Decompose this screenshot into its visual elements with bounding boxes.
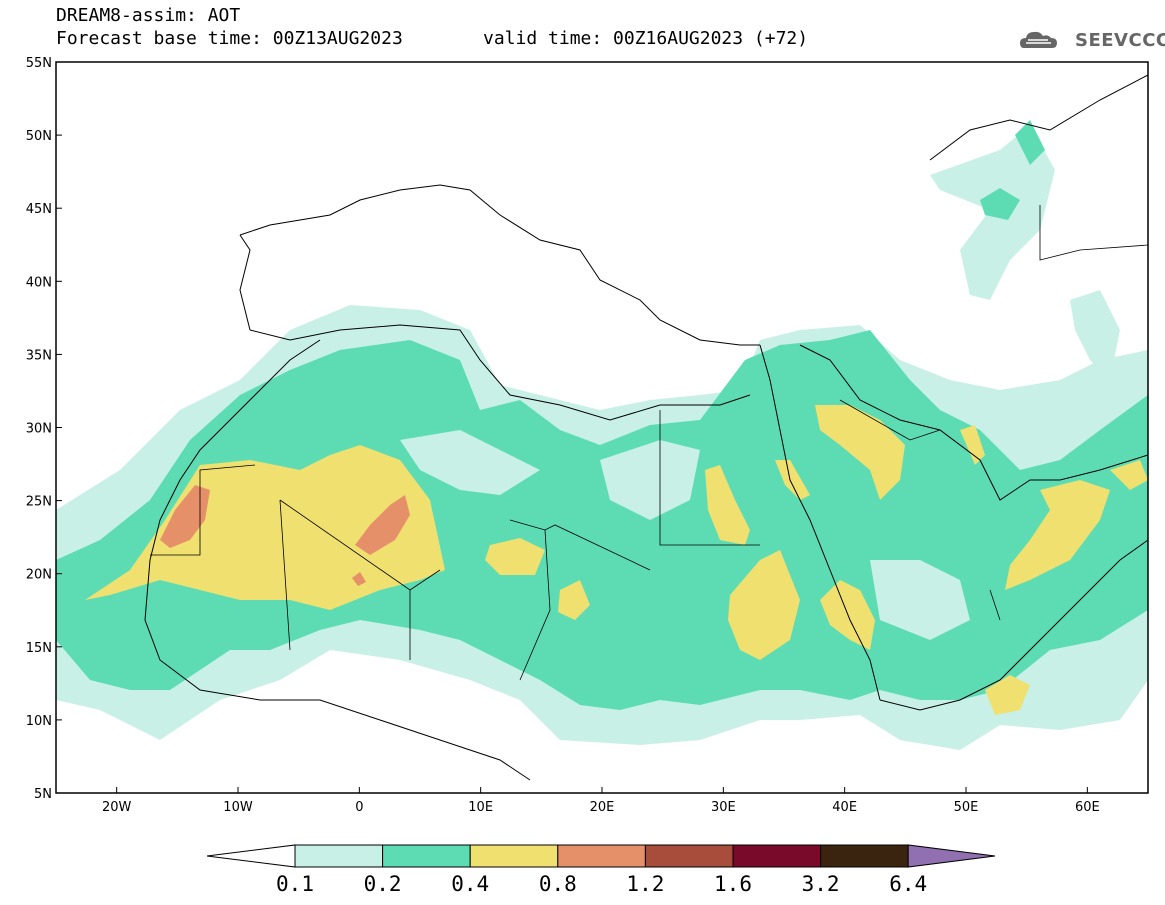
logo-text: SEEVCCC <box>1075 30 1165 51</box>
colorbar-over-arrow <box>907 844 996 868</box>
lat-tick-label: 5N <box>34 787 52 802</box>
colorbar-box <box>732 844 822 868</box>
lon-axis: 20W 10W 0 10E 20E 30E 40E 50E 60E <box>102 787 1100 815</box>
aot-level-0.2 <box>1015 120 1045 165</box>
aot-level-0.4 <box>1005 480 1110 590</box>
colorbar-box <box>382 844 471 868</box>
lat-tick-label: 10N <box>26 714 52 729</box>
aot-level-0.8 <box>160 485 210 548</box>
aot-level-0.4 <box>775 460 810 500</box>
lon-tick-label: 0 <box>355 800 363 815</box>
lon-tick-label: 10W <box>223 800 253 815</box>
lon-tick-label: 50E <box>954 800 979 815</box>
lat-tick-label: 25N <box>26 495 52 510</box>
colorbar-box <box>469 844 559 868</box>
aot-level-0.8 <box>352 572 366 586</box>
lat-tick-label: 35N <box>26 348 52 363</box>
aot-level-0.4 <box>960 425 985 465</box>
aot-level-0.4 <box>985 675 1030 715</box>
lon-tick-label: 40E <box>832 800 857 815</box>
borders <box>150 205 1148 681</box>
colorbar-label: 3.2 <box>802 872 840 896</box>
colorbar-box <box>557 844 646 868</box>
colorbar-box <box>644 844 734 868</box>
lat-tick-label: 50N <box>26 129 52 144</box>
aot-level-0.1 <box>1070 290 1120 380</box>
aot-level-0.4 <box>815 405 905 500</box>
lon-tick-label: 30E <box>711 800 736 815</box>
cloud-icon <box>1020 31 1057 48</box>
aot-gap <box>400 430 540 495</box>
aot-level-0.8 <box>355 495 410 555</box>
colorbar-box <box>294 844 384 868</box>
aot-level-0.4 <box>558 580 590 620</box>
lat-tick-label: 55N <box>26 56 52 71</box>
colorbar-box <box>820 844 909 868</box>
colorbar-label: 1.2 <box>626 872 664 896</box>
map-title: DREAM8-assim: AOT <box>56 5 241 26</box>
aot-level-0.4 <box>85 445 445 610</box>
colorbar-label: 0.4 <box>451 872 489 896</box>
coastlines <box>144 74 1148 781</box>
lon-tick-label: 10E <box>468 800 493 815</box>
lat-tick-label: 30N <box>26 422 52 437</box>
lat-tick-label: 45N <box>26 202 52 217</box>
colorbar-label: 0.8 <box>539 872 577 896</box>
aot-gap <box>600 440 700 520</box>
aot-level-0.4 <box>1110 460 1148 490</box>
lat-tick-label: 40N <box>26 275 52 290</box>
aot-gap <box>870 560 970 640</box>
colorbar-label: 1.6 <box>714 872 752 896</box>
lat-tick-label: 15N <box>26 641 52 656</box>
lon-tick-label: 20E <box>590 800 615 815</box>
colorbar-under-arrow <box>206 844 296 868</box>
base-time: Forecast base time: 00Z13AUG2023 <box>56 28 403 49</box>
lat-axis: 5N 10N 15N 20N 25N 30N 35N 40N 45N 50N 55N <box>26 56 62 802</box>
aot-level-0.4 <box>705 465 750 545</box>
valid-time: valid time: 00Z16AUG2023 (+72) <box>483 28 809 49</box>
aot-level-0.4 <box>728 550 800 660</box>
lat-tick-label: 20N <box>26 568 52 583</box>
lon-tick-label: 20W <box>102 800 132 815</box>
colorbar-label: 6.4 <box>889 872 927 896</box>
aot-field <box>56 120 1148 750</box>
colorbar-label: 0.1 <box>276 872 314 896</box>
lon-tick-label: 60E <box>1075 800 1100 815</box>
aot-level-0.2 <box>980 188 1020 220</box>
aot-level-0.4 <box>485 538 545 575</box>
colorbar-label: 0.2 <box>364 872 402 896</box>
